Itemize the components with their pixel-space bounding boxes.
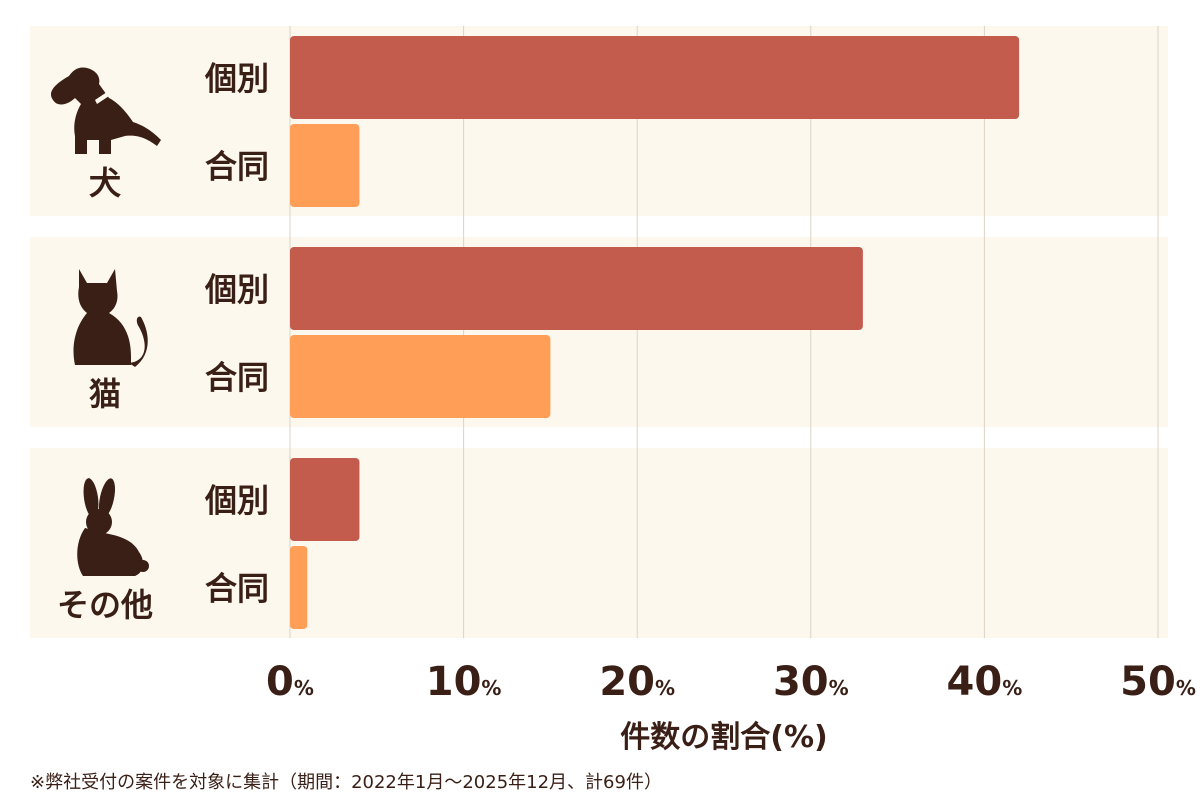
bars — [290, 36, 1020, 629]
series-label: 合同 — [205, 359, 269, 397]
x-tick-label: 30% — [773, 659, 849, 705]
x-tick-label: 10% — [426, 659, 502, 705]
series-label: 個別 — [204, 60, 269, 98]
rabbit-icon — [77, 478, 149, 576]
group-label: その他 — [57, 586, 153, 624]
x-tick-label: 20% — [599, 659, 675, 705]
series-label: 合同 — [205, 148, 269, 186]
bar-個別 — [290, 36, 1020, 119]
x-tick-label: 50% — [1120, 659, 1196, 705]
x-axis-label: 件数の割合(%) — [620, 720, 828, 755]
x-tick-labels: 0% 10% 20% 30% 40% 50% — [266, 659, 1196, 705]
bar-合同 — [290, 546, 308, 629]
animal-icons — [50, 67, 161, 576]
series-label: 個別 — [204, 482, 269, 520]
cat-icon — [73, 269, 148, 367]
bar-合同 — [290, 335, 551, 418]
footnote: ※弊社受付の案件を対象に集計（期間：2022年1月〜2025年12月、計69件） — [30, 772, 662, 793]
group-panel — [30, 448, 1168, 638]
series-label: 合同 — [205, 570, 269, 608]
group-label: 猫 — [89, 375, 121, 413]
dog-icon — [50, 67, 161, 155]
group-label: 犬 — [89, 164, 121, 202]
bar-個別 — [290, 247, 863, 330]
bar-個別 — [290, 458, 360, 541]
x-tick-label: 0% — [266, 659, 314, 705]
series-label: 個別 — [204, 271, 269, 309]
x-tick-label: 40% — [947, 659, 1023, 705]
bar-合同 — [290, 124, 360, 207]
